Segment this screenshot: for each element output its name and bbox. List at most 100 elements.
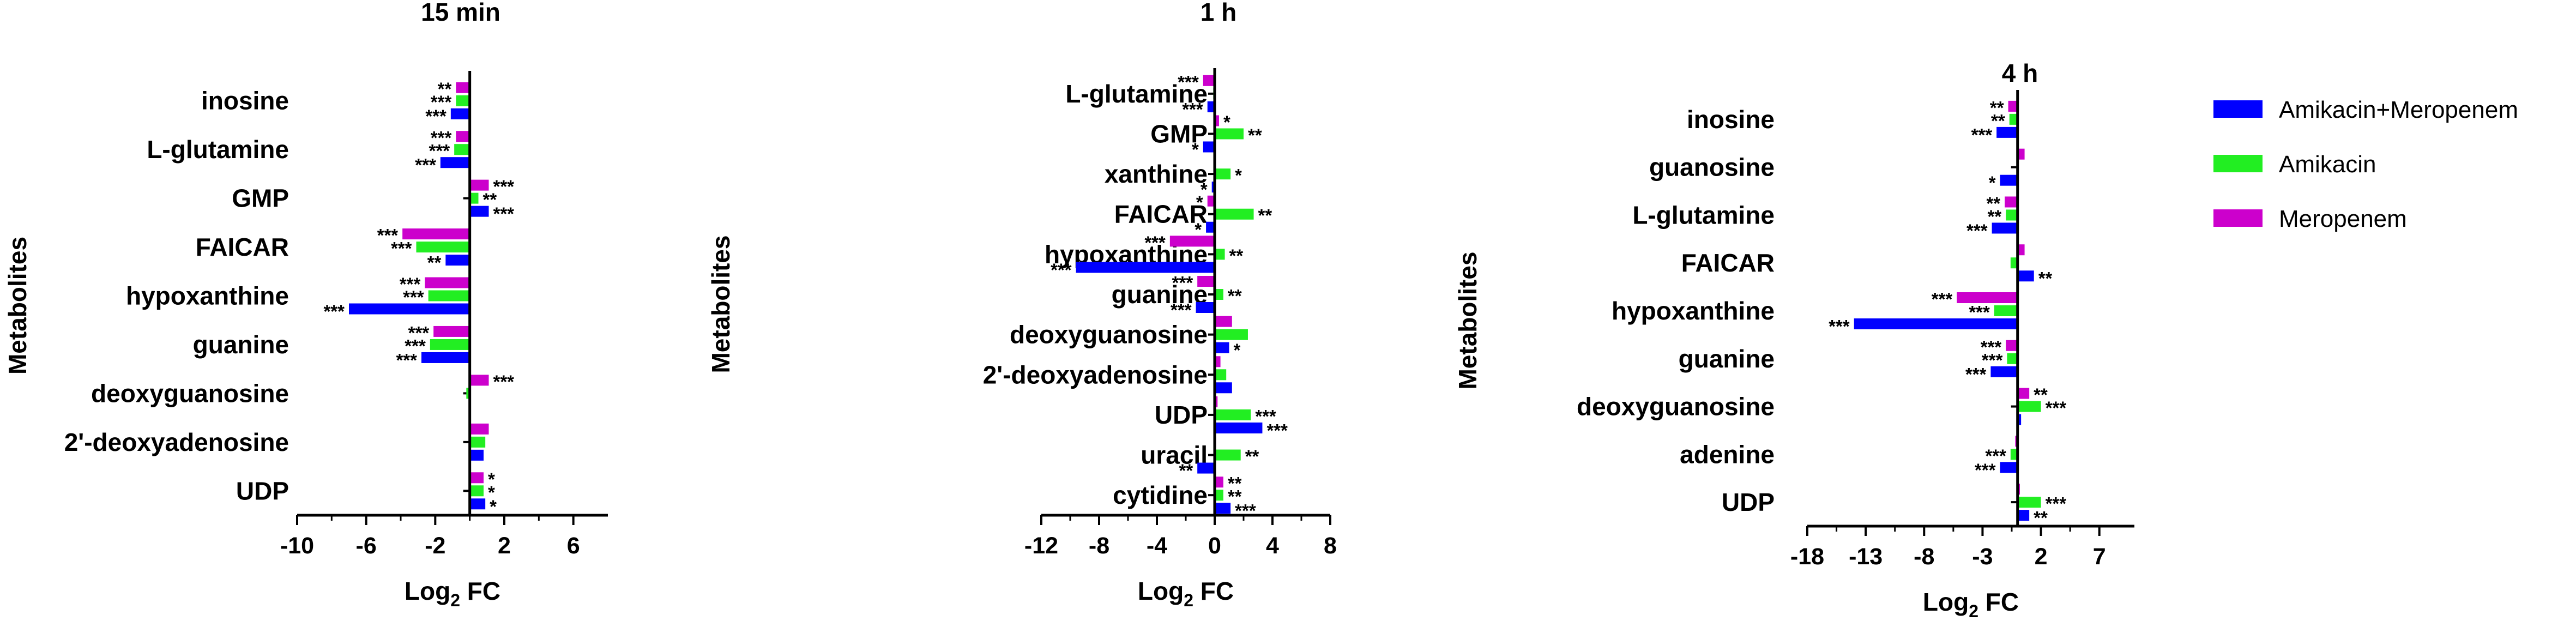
- bar-amikacin-meropenem: [1990, 366, 2018, 377]
- bar-meropenem: [2017, 388, 2030, 399]
- bar-amikacin-meropenem: [450, 108, 470, 119]
- bar-amikacin: [469, 485, 484, 497]
- significance-label: ***: [2046, 398, 2067, 418]
- x-axis-label: Log2 FC: [405, 577, 500, 610]
- category-label: GMP: [232, 184, 289, 213]
- significance-label: *: [1192, 139, 1199, 159]
- bar-amikacin: [430, 339, 470, 350]
- bar-amikacin: [1215, 329, 1248, 340]
- significance-label: ***: [1172, 273, 1193, 293]
- bar-amikacin-meropenem: [440, 157, 470, 168]
- bar-amikacin: [1215, 449, 1241, 461]
- bar-amikacin: [2010, 449, 2018, 460]
- x-tick-label: 7: [2093, 544, 2106, 570]
- significance-label: ***: [1975, 460, 1996, 480]
- legend-swatch: [2213, 155, 2263, 172]
- significance-label: **: [1258, 206, 1272, 226]
- category-label: UDP: [236, 477, 289, 505]
- category-label: guanine: [1679, 345, 1775, 373]
- significance-label: ***: [1178, 72, 1199, 92]
- significance-label: ***: [1144, 232, 1166, 252]
- significance-label: **: [1179, 461, 1193, 481]
- bar-meropenem: [1197, 276, 1215, 287]
- significance-label: ***: [415, 155, 436, 175]
- legend: Amikacin+Meropenem Amikacin Meropenem: [2213, 97, 2518, 232]
- x-tick-label: -6: [356, 533, 377, 559]
- bar-amikacin-meropenem: [2017, 414, 2022, 425]
- significance-label: ***: [1051, 260, 1072, 280]
- bar-amikacin: [454, 144, 470, 155]
- significance-label: ***: [2046, 493, 2067, 514]
- category-label: hypoxanthine: [126, 282, 289, 310]
- x-axis-label: Log2 FC: [1923, 588, 2019, 621]
- significance-label: **: [427, 252, 442, 273]
- significance-label: **: [1229, 245, 1244, 266]
- bar-meropenem: [456, 131, 470, 142]
- x-tick-label: 2: [498, 533, 511, 559]
- legend-swatch: [2213, 209, 2263, 227]
- bar-amikacin: [469, 436, 486, 448]
- category-label: UDP: [1155, 401, 1208, 429]
- category-label: UDP: [1722, 488, 1775, 516]
- significance-label: ***: [1171, 300, 1192, 320]
- significance-label: ***: [431, 92, 452, 112]
- significance-label: *: [1196, 192, 1203, 213]
- bar-meropenem: [469, 179, 489, 191]
- legend-swatch: [2213, 100, 2263, 118]
- bar-amikacin: [2017, 497, 2041, 508]
- significance-label: *: [488, 482, 495, 502]
- significance-label: ***: [1829, 316, 1850, 336]
- bar-amikacin-meropenem: [1076, 262, 1215, 273]
- significance-label: **: [1228, 473, 1242, 493]
- category-label: inosine: [201, 87, 289, 115]
- category-label: inosine: [1687, 105, 1775, 134]
- bar-amikacin: [1994, 305, 2018, 316]
- significance-label: ***: [493, 371, 515, 391]
- bar-meropenem: [2006, 340, 2018, 351]
- bar-amikacin: [1215, 409, 1251, 420]
- category-label: FAICAR: [1114, 200, 1208, 228]
- bar-meropenem: [456, 82, 470, 93]
- significance-label: *: [1989, 173, 1996, 193]
- bar-meropenem: [2005, 196, 2018, 208]
- category-label: L-glutamine: [1065, 80, 1208, 108]
- significance-label: ***: [323, 302, 345, 322]
- bar-amikacin-meropenem: [1215, 503, 1231, 514]
- x-axis-label: Log2 FC: [1138, 577, 1234, 610]
- bar-amikacin-meropenem: [1215, 342, 1229, 353]
- bar-amikacin: [2010, 257, 2018, 269]
- x-tick-label: 0: [1208, 533, 1221, 559]
- bar-amikacin: [1215, 128, 1244, 140]
- category-label: L-glutamine: [1632, 201, 1775, 229]
- bar-meropenem: [1215, 115, 1219, 126]
- bar-meropenem: [1215, 477, 1223, 488]
- significance-label: ***: [425, 106, 447, 126]
- legend-label: Amikacin+Meropenem: [2279, 97, 2518, 123]
- x-tick-label: -13: [1849, 544, 1883, 570]
- bar-amikacin: [2007, 353, 2018, 364]
- bar-amikacin-meropenem: [421, 352, 470, 363]
- bar-meropenem: [1957, 292, 2018, 303]
- legend-label: Meropenem: [2279, 206, 2407, 232]
- significance-label: **: [1986, 193, 2000, 213]
- y-axis-label: Metabolites: [1453, 251, 1482, 389]
- significance-label: *: [1195, 220, 1202, 240]
- significance-label: **: [1245, 447, 1259, 467]
- bar-amikacin-meropenem: [2017, 510, 2030, 521]
- significance-label: **: [1228, 286, 1242, 306]
- category-label: FAICAR: [1681, 249, 1775, 277]
- significance-label: ***: [1966, 220, 1988, 240]
- significance-label: **: [1990, 98, 2004, 118]
- bar-meropenem: [469, 423, 489, 435]
- bar-amikacin: [1215, 208, 1254, 220]
- x-tick-label: -12: [1024, 533, 1058, 559]
- bar-amikacin: [1215, 289, 1223, 300]
- bar-amikacin: [2006, 209, 2018, 221]
- significance-label: ***: [377, 225, 399, 245]
- bar-meropenem: [1169, 236, 1215, 247]
- bar-amikacin: [1215, 490, 1223, 501]
